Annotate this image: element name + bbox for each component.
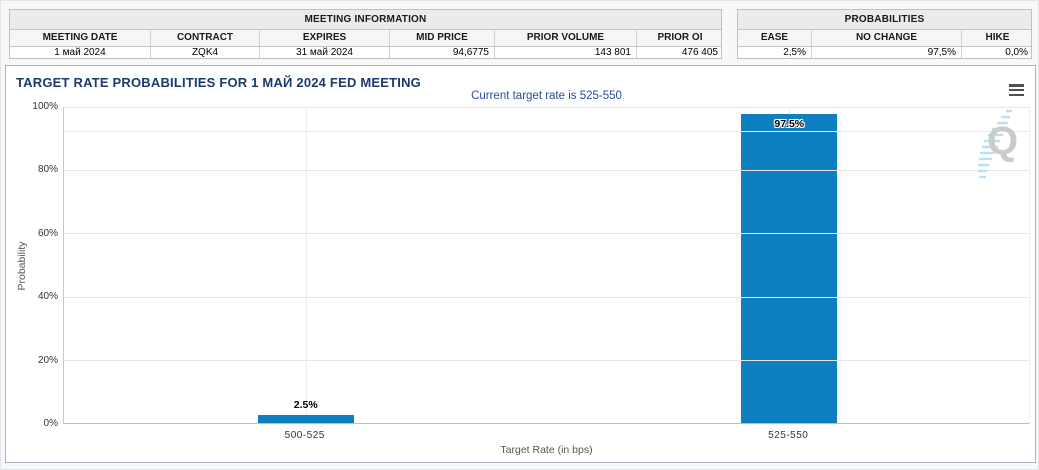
col-no-change: NO CHANGE [812, 30, 962, 46]
chart-title: TARGET RATE PROBABILITIES FOR 1 МАЙ 2024… [16, 75, 421, 90]
y-tick-label: 0% [43, 418, 58, 429]
y-axis-title: Probability [16, 241, 28, 291]
target-rate-chart-panel: TARGET RATE PROBABILITIES FOR 1 МАЙ 2024… [5, 65, 1036, 463]
category-slot: 97.5% [548, 107, 1032, 423]
gridline [64, 360, 1029, 362]
hike-value: 0,0% [1005, 47, 1028, 58]
y-tick-label: 80% [37, 164, 58, 176]
hamburger-bar [1009, 84, 1024, 87]
expires-value: 31 май 2024 [260, 47, 390, 58]
col-prior-volume: PRIOR VOLUME [495, 30, 637, 46]
y-tick-label: 100% [32, 101, 58, 112]
bar-value-label: 97.5% [774, 117, 805, 130]
gridline [64, 233, 1029, 235]
y-tick-label: 20% [37, 354, 58, 366]
ease-value: 2,5% [738, 47, 812, 58]
meeting-information-table: MEETING INFORMATION MEETING DATE CONTRAC… [9, 9, 722, 59]
prior-volume-value: 143 801 [495, 47, 637, 58]
col-contract: CONTRACT [151, 30, 260, 46]
meeting-information-value-row: 1 май 2024 ZQK4 31 май 2024 94,6775 143 … [10, 47, 721, 58]
hamburger-bar [1009, 88, 1024, 92]
chart-subtitle: Current target rate is 525-550 [471, 90, 622, 102]
vertical-gridline [305, 107, 307, 423]
probabilities-table: PROBABILITIES EASE NO CHANGE HIKE 2,5% 9… [737, 9, 1032, 59]
meeting-information-title: MEETING INFORMATION [10, 10, 721, 30]
col-mid-price: MID PRICE [390, 30, 495, 46]
probability-bar-525-550[interactable] [741, 113, 838, 423]
category-slot: 2.5% [64, 107, 548, 423]
col-meeting-date: MEETING DATE [10, 30, 151, 46]
col-hike: HIKE [985, 32, 1010, 43]
plot-area: 2.5% 97.5% [63, 106, 1032, 424]
col-ease: EASE [738, 30, 812, 46]
mid-price-value: 94,6775 [390, 47, 495, 58]
y-tick-label: 60% [37, 227, 58, 239]
y-tick-label: 40% [37, 291, 58, 303]
quikstrike-watermark-q: Q [987, 119, 1019, 163]
col-expires: EXPIRES [260, 30, 390, 46]
prior-oi-value: 476 405 [681, 47, 718, 58]
gridline [64, 296, 1029, 298]
probability-bar-500-525[interactable] [257, 415, 354, 423]
x-axis-title: Target Rate (in bps) [500, 444, 593, 456]
no-change-value: 97,5% [812, 47, 962, 58]
hamburger-menu-icon[interactable] [1008, 83, 1025, 97]
probabilities-header-row: EASE NO CHANGE HIKE [738, 30, 1031, 47]
meeting-date-value: 1 май 2024 [10, 47, 151, 58]
quikstrike-watermark [978, 109, 1012, 179]
probabilities-title: PROBABILITIES [738, 10, 1031, 30]
gridline [64, 169, 1029, 171]
gridline-faint [64, 130, 1029, 132]
probabilities-value-row: 2,5% 97,5% 0,0% [738, 47, 1031, 58]
x-tick-label: 500-525 [284, 430, 325, 441]
gridline [64, 106, 1029, 108]
contract-value: ZQK4 [151, 47, 260, 58]
bar-value-label: 2.5% [293, 399, 318, 412]
hamburger-bar [1009, 93, 1024, 96]
col-prior-oi: PRIOR OI [657, 32, 703, 43]
meeting-information-header-row: MEETING DATE CONTRACT EXPIRES MID PRICE … [10, 30, 721, 47]
x-tick-label: 525-550 [768, 430, 809, 441]
